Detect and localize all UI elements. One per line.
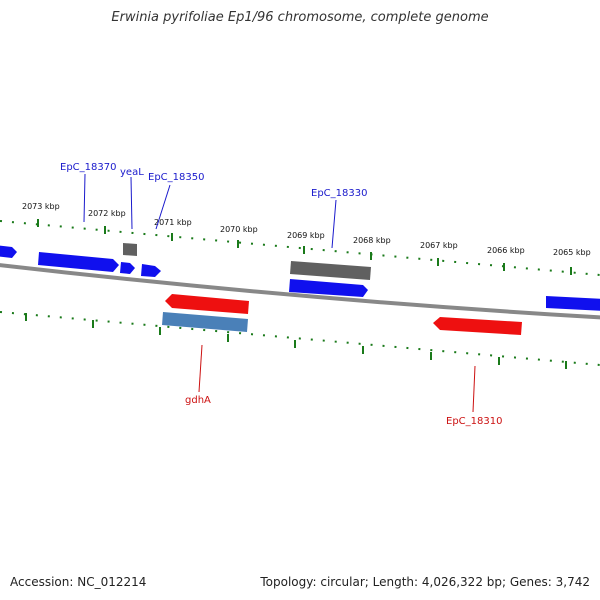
gene-label: EpC_18350 bbox=[148, 172, 204, 183]
kbp-label: 2066 kbp bbox=[487, 246, 525, 255]
gene-arrow[interactable] bbox=[38, 252, 119, 272]
gene-label: gdhA bbox=[185, 395, 211, 406]
pseudo-gene[interactable] bbox=[290, 261, 371, 280]
kbp-label: 2071 kbp bbox=[154, 218, 192, 227]
gene-arrow[interactable] bbox=[0, 245, 17, 258]
kbp-label: 2069 kbp bbox=[287, 231, 325, 240]
gene-arrow[interactable] bbox=[120, 262, 135, 274]
kbp-scale-track bbox=[0, 219, 600, 276]
accession-text: Accession: NC_012214 bbox=[10, 575, 147, 589]
topology-text: Topology: circular; Length: 4,026,322 bp… bbox=[260, 575, 590, 589]
gene-arrow[interactable] bbox=[141, 264, 161, 277]
gene-arrow-reverse[interactable] bbox=[433, 317, 522, 335]
lower-scale-track bbox=[0, 311, 600, 369]
kbp-label: 2067 kbp bbox=[420, 241, 458, 250]
gene-label: EpC_18310 bbox=[446, 416, 502, 427]
gene-arrow[interactable] bbox=[546, 296, 600, 311]
map-title: Erwinia pyrifoliae Ep1/96 chromosome, co… bbox=[111, 10, 489, 25]
rna-gene[interactable] bbox=[162, 312, 248, 332]
gene-arrow-reverse[interactable] bbox=[165, 294, 249, 314]
kbp-label: 2073 kbp bbox=[22, 202, 60, 211]
kbp-label: 2068 kbp bbox=[353, 236, 391, 245]
kbp-label: 2065 kbp bbox=[553, 248, 591, 257]
kbp-label: 2070 kbp bbox=[220, 225, 258, 234]
chromosome-backbone bbox=[0, 263, 600, 320]
gene-label: EpC_18330 bbox=[311, 188, 367, 199]
gene-arrow[interactable] bbox=[289, 279, 368, 297]
pseudo-gene[interactable] bbox=[123, 243, 137, 256]
kbp-label: 2072 kbp bbox=[88, 209, 126, 218]
gene-label: EpC_18370 bbox=[60, 162, 116, 173]
gene-label: yeaL bbox=[120, 167, 144, 178]
